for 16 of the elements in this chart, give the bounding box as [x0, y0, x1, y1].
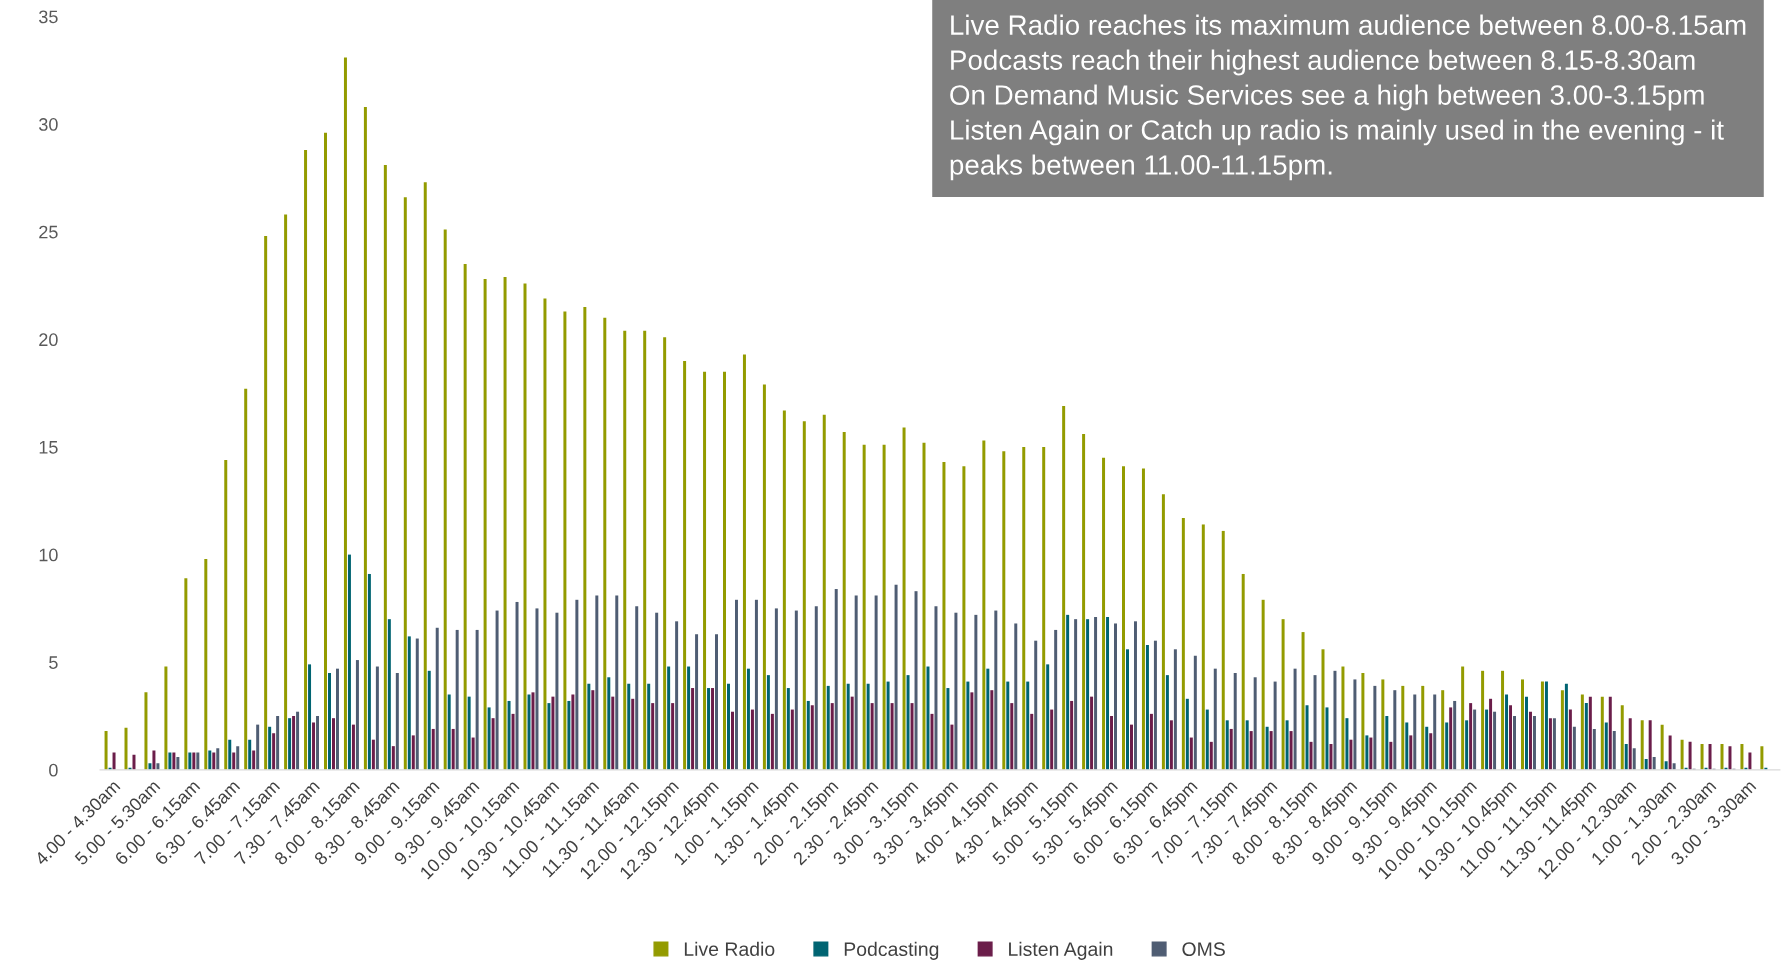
- y-tick-label: 0: [49, 763, 58, 777]
- y-tick-label: 10: [39, 548, 58, 562]
- legend-label: OMS: [1182, 942, 1225, 957]
- annotation: Live Radio reaches its maximum audience between 8.00-8.15am: [951, 14, 1746, 35]
- y-tick-label: 5: [49, 656, 58, 669]
- y-tick-label: 35: [39, 10, 58, 24]
- annotation: On Demand Music Services see a high between 3.00-3.15pm: [950, 84, 1704, 111]
- annotation: Listen Again or Catch up radio is mainly used in the evening - it peaks between 11.00-11.15pm.: [950, 119, 1724, 181]
- y-tick-label: 20: [39, 333, 58, 347]
- legend-label: Listen Again: [1009, 941, 1113, 960]
- legend-label: Live Radio: [684, 941, 775, 957]
- annotation: Podcasts reach their highest audience between 8.15-8.30am: [951, 49, 1695, 76]
- y-tick-label: 25: [39, 225, 58, 239]
- y-tick-label: 15: [39, 441, 58, 454]
- y-tick-label: 30: [39, 118, 58, 131]
- legend-label: Podcasting: [844, 941, 939, 960]
